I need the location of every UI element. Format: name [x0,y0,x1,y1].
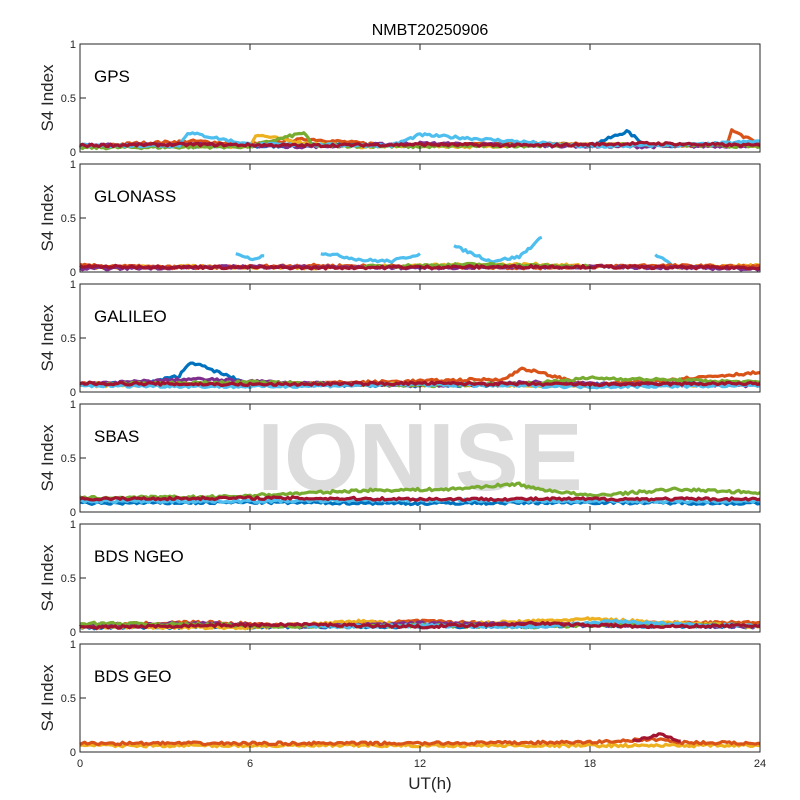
y-tick-label: 0.5 [61,453,76,465]
y-tick-label: 0.5 [61,573,76,585]
panel-label: GALILEO [94,307,167,326]
x-tick-label: 0 [77,758,83,770]
y-tick-label: 1 [70,399,76,411]
panel-label: GPS [94,67,130,86]
series-line-2 [453,235,543,264]
x-tick-label: 24 [754,758,766,770]
panel-bds-ngeo: 0 0.5 1 BDS NGEO S4 Index [38,519,761,639]
x-tick-label: 18 [584,758,596,770]
panel-label: SBAS [94,427,139,446]
x-tick-label: 12 [414,758,426,770]
series-line-1 [320,252,421,264]
panel-bds-geo: 0 0.5 1 0 6 12 18 24 BDS GEO S4 Index [38,639,766,770]
y-axis-label: S4 Index [38,544,57,612]
series-line-6 [79,380,761,388]
y-tick-label: 1 [70,39,76,51]
y-tick-label: 0 [70,627,76,639]
x-axis-label: UT(h) [408,774,451,793]
plot-area [80,524,760,632]
panel-galileo: 0 0.5 1 GALILEO S4 Index [38,279,761,399]
plot-area [80,284,760,392]
y-axis-label: S4 Index [38,64,57,132]
y-tick-label: 0 [70,747,76,759]
y-axis-label: S4 Index [38,424,57,492]
y-tick-label: 0 [70,387,76,399]
x-tick-label: 6 [247,758,253,770]
panel-sbas: 0 0.5 1 SBAS S4 Index [38,399,761,519]
chart-title: NMBT20250906 [372,22,489,39]
series-line-0 [235,252,265,262]
watermark: IONISE [257,404,582,511]
y-tick-label: 1 [70,159,76,171]
y-tick-label: 0.5 [61,93,76,105]
panel-glonass: 0 0.5 1 GLONASS S4 Index [38,159,761,279]
y-tick-label: 0.5 [61,213,76,225]
y-tick-label: 0 [70,147,76,159]
panel-label: BDS NGEO [94,547,184,566]
series-line-5 [78,131,761,149]
series-line-2 [632,732,681,743]
series-line-2 [79,481,761,501]
panel-gps: 0 0.5 1 GPS S4 Index [38,39,761,159]
panel-label: GLONASS [94,187,176,206]
axes-box [79,283,761,393]
panel-label: BDS GEO [94,667,171,686]
y-axis-label: S4 Index [38,664,57,732]
y-tick-label: 0.5 [61,693,76,705]
series-line-3 [79,495,761,502]
series-line-6 [79,140,761,149]
y-axis-label: S4 Index [38,304,57,372]
axes-box [79,523,761,633]
y-tick-label: 0 [70,507,76,519]
y-tick-label: 0 [70,267,76,279]
y-tick-label: 1 [70,279,76,291]
y-tick-label: 1 [70,519,76,531]
y-axis-label: S4 Index [38,184,57,252]
y-tick-label: 0.5 [61,333,76,345]
y-tick-label: 1 [70,639,76,651]
series-line-1 [79,736,760,747]
